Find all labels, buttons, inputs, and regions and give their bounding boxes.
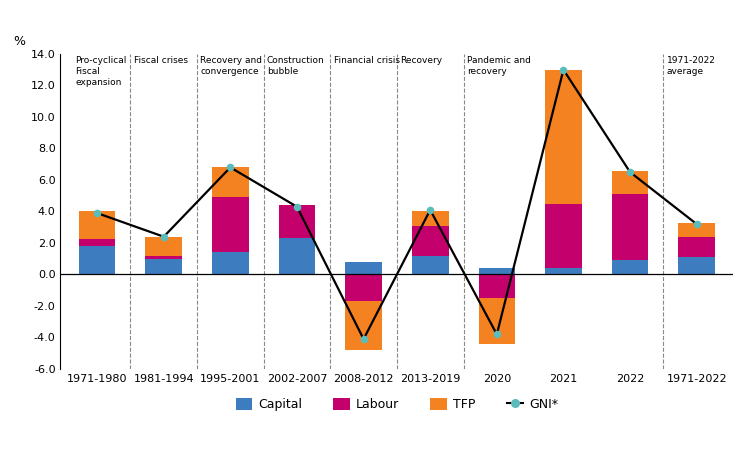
Bar — [279, 274, 315, 275]
Bar — [79, 212, 116, 239]
Bar — [212, 167, 249, 197]
Bar — [412, 256, 448, 274]
Text: Pro-cyclical
Fiscal
expansion: Pro-cyclical Fiscal expansion — [76, 55, 127, 87]
Bar — [279, 205, 315, 238]
Bar — [345, 274, 382, 301]
Bar — [479, 298, 515, 344]
Text: Fiscal crises: Fiscal crises — [134, 55, 187, 64]
Bar — [612, 260, 649, 274]
Text: Financial crisis: Financial crisis — [333, 55, 400, 64]
Bar — [212, 197, 249, 252]
Bar — [678, 257, 715, 274]
Bar — [412, 225, 448, 256]
Bar — [79, 239, 116, 246]
Bar — [79, 246, 116, 274]
Bar — [612, 194, 649, 260]
Bar — [412, 212, 448, 225]
Bar — [545, 203, 582, 268]
Text: Recovery: Recovery — [400, 55, 442, 64]
Legend: Capital, Labour, TFP, GNI*: Capital, Labour, TFP, GNI* — [231, 393, 563, 416]
Bar — [145, 259, 182, 274]
Text: %: % — [14, 35, 26, 48]
Bar — [545, 70, 582, 203]
Bar — [279, 238, 315, 274]
Bar — [545, 268, 582, 274]
Bar — [145, 256, 182, 259]
Bar — [345, 301, 382, 350]
Bar — [145, 237, 182, 256]
Bar — [479, 274, 515, 298]
Bar — [479, 268, 515, 274]
Bar — [678, 237, 715, 257]
Bar — [678, 223, 715, 237]
Text: Construction
bubble: Construction bubble — [267, 55, 325, 76]
Text: Recovery and
convergence: Recovery and convergence — [200, 55, 262, 76]
Bar — [612, 171, 649, 194]
Bar — [212, 252, 249, 274]
Text: Pandemic and
recovery: Pandemic and recovery — [467, 55, 531, 76]
Bar — [345, 262, 382, 274]
Text: 1971-2022
average: 1971-2022 average — [667, 55, 716, 76]
